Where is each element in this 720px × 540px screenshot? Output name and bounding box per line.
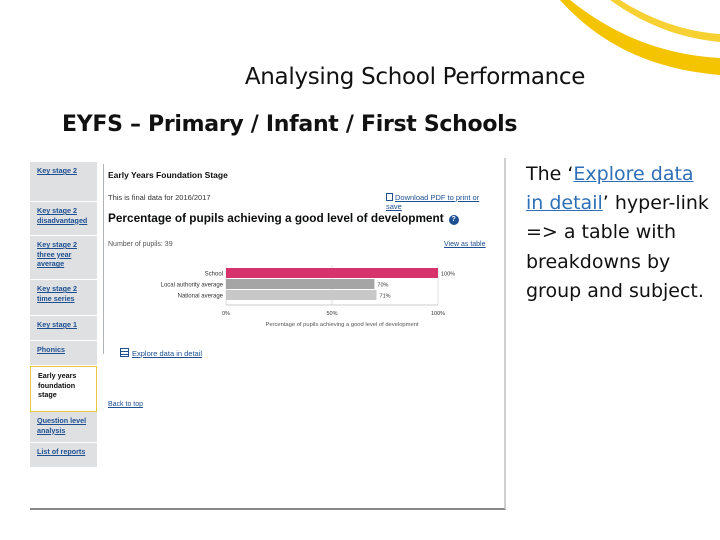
sidebar-item-question-level-analysis[interactable]: Question level analysis (30, 412, 97, 443)
value-label: 71% (380, 294, 391, 300)
category-label: Local authority average (161, 283, 224, 289)
help-icon[interactable]: ? (448, 215, 459, 225)
panel-heading: Early Years Foundation Stage (108, 170, 228, 180)
download-pdf-link[interactable]: Download PDF to print or save (386, 193, 480, 211)
report-screenshot: Key stage 2 Key stage 2 disadvantaged Ke… (30, 158, 506, 510)
sidebar-item-list-of-reports[interactable]: List of reports (30, 443, 97, 468)
slide-title: Analysing School Performance (244, 64, 586, 90)
decorative-swoosh (560, 0, 720, 75)
sidebar-item-key-stage-1[interactable]: Key stage 1 (30, 316, 97, 341)
data-note: This is final data for 2016/2017 (108, 193, 211, 202)
bar (226, 279, 375, 289)
sidebar-item-key-stage-2[interactable]: Key stage 2 (30, 162, 97, 202)
sidebar-item-key-stage-2-disadvantaged[interactable]: Key stage 2 disadvantaged (30, 202, 97, 236)
explore-data-link[interactable]: Explore data in detail (132, 349, 203, 358)
sidebar-item-early-years-foundation-stage[interactable]: Early years foundation stage (30, 366, 97, 412)
pupil-count: Number of pupils: 39 (108, 241, 173, 248)
bar (226, 268, 438, 278)
x-axis-label: Percentage of pupils achieving a good le… (265, 322, 418, 328)
explore-data-reference: Explore data in detail (526, 163, 694, 215)
category-label: School (205, 272, 223, 278)
sidebar-item-key-stage-2-time-series[interactable]: Key stage 2 time series (30, 280, 97, 316)
table-icon (120, 348, 129, 357)
category-label: National average (178, 294, 224, 300)
value-label: 70% (377, 283, 388, 289)
tick-label: 0% (222, 311, 230, 317)
sidebar-item-phonics[interactable]: Phonics (30, 341, 97, 366)
explanation-text: The ‘Explore data in detail’ hyper-link … (526, 163, 709, 302)
bar (226, 290, 377, 300)
measure-heading: Percentage of pupils achieving a good le… (108, 211, 459, 225)
sidebar-nav: Key stage 2 Key stage 2 disadvantaged Ke… (30, 162, 97, 468)
slide-subtitle: EYFS – Primary / Infant / First Schools (62, 112, 518, 137)
divider (103, 164, 104, 354)
back-to-top-link[interactable]: Back to top (108, 401, 144, 408)
tick-label: 50% (326, 311, 337, 317)
tick-label: 100% (431, 311, 445, 317)
explore-data-row[interactable]: Explore data in detail (120, 348, 202, 358)
bar-chart: School 100% Local authority average 70% Nati… (161, 265, 455, 328)
value-label: 100% (441, 272, 455, 278)
sidebar-item-key-stage-2-three-year-average[interactable]: Key stage 2 three year average (30, 236, 97, 280)
download-icon (386, 193, 393, 201)
view-as-table-link[interactable]: View as table (444, 241, 486, 248)
